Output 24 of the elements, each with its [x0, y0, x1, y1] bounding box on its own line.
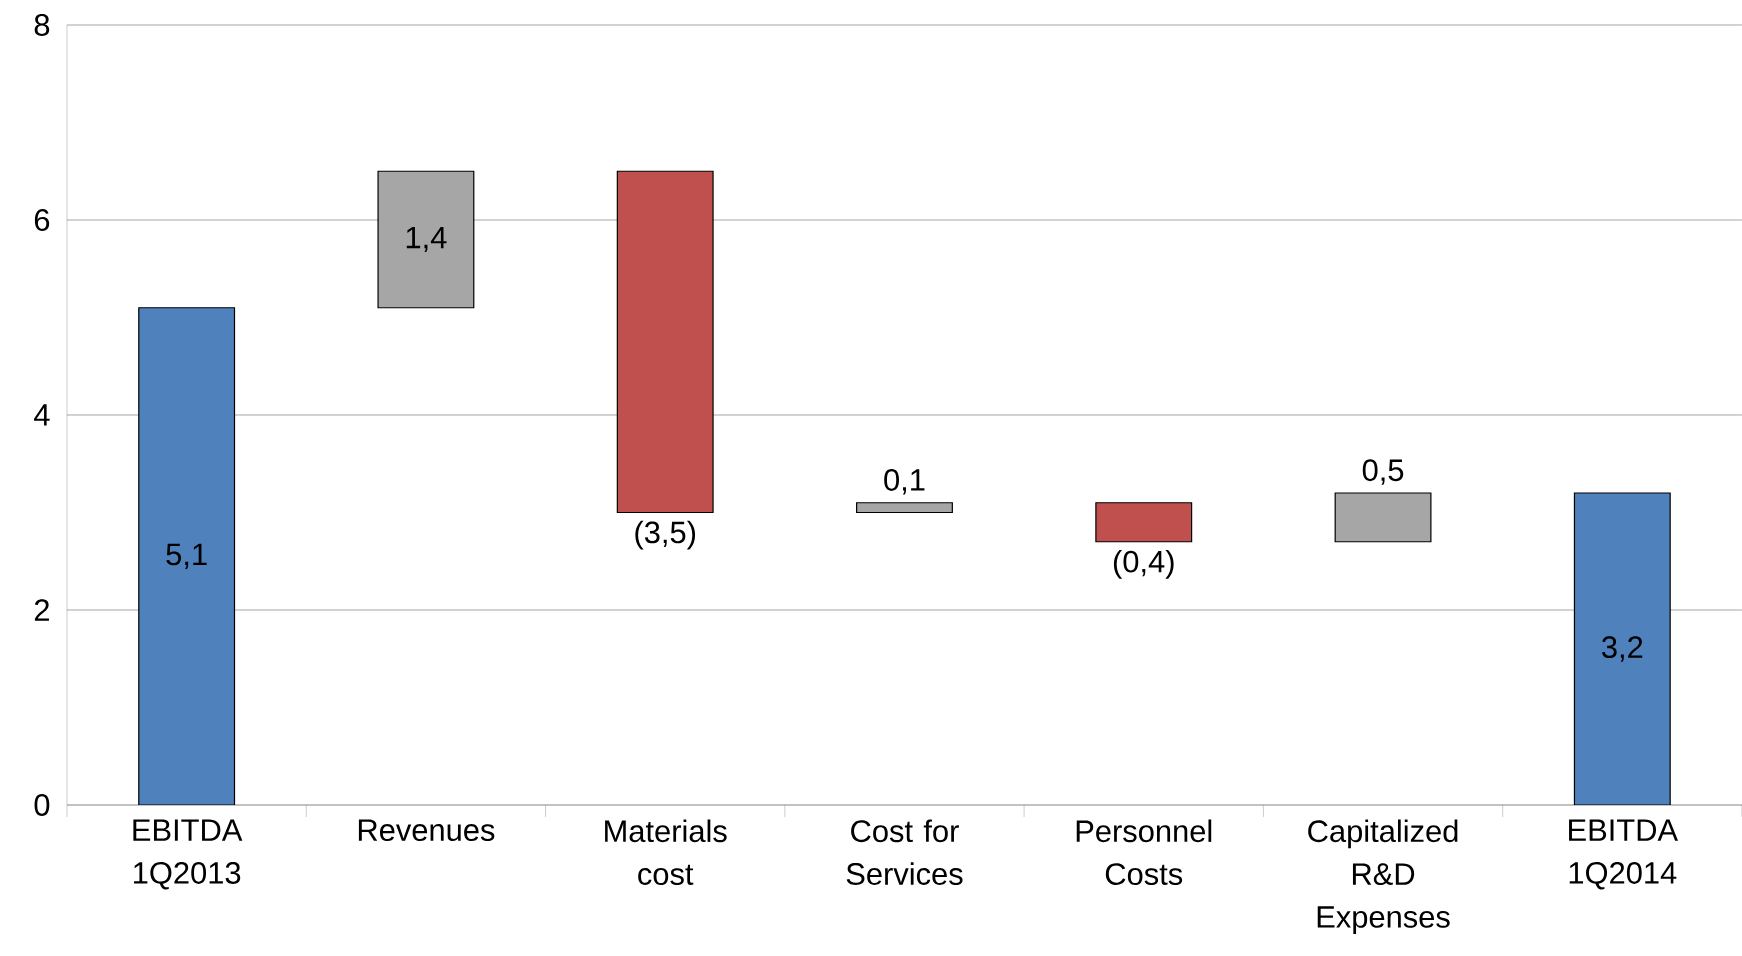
x-tick-label: EBITDA 1Q2013 [133, 819, 243, 890]
data-label: 3,2 [1602, 636, 1643, 662]
x-tick-label: Revenues [358, 819, 495, 842]
data-label: 5,1 [166, 543, 207, 569]
x-tick-label: Materials cost [605, 819, 727, 886]
bar [377, 170, 475, 309]
data-label: (0,4) [1113, 549, 1174, 579]
bar [616, 170, 714, 514]
data-label: 1,4 [406, 226, 447, 253]
bar [1334, 492, 1432, 543]
bar [856, 502, 953, 514]
x-tick-label: Personnel Costs [1076, 819, 1212, 886]
x-tick-label: EBITDA 1Q2014 [1569, 819, 1679, 890]
data-label: 0,1 [884, 469, 925, 495]
y-tick-label: 4 [34, 404, 50, 426]
y-tick-label: 6 [34, 209, 50, 231]
y-tick-label: 8 [34, 14, 50, 36]
data-label: (3,5) [635, 520, 696, 550]
y-tick-label: 2 [34, 599, 49, 621]
bar [1095, 502, 1193, 543]
y-tick-label: 0 [34, 794, 50, 816]
x-tick-label: Capitalized R&D Expenses [1308, 819, 1458, 934]
data-label: 0,5 [1362, 459, 1404, 485]
x-tick-label: Cost for Services [846, 819, 963, 885]
